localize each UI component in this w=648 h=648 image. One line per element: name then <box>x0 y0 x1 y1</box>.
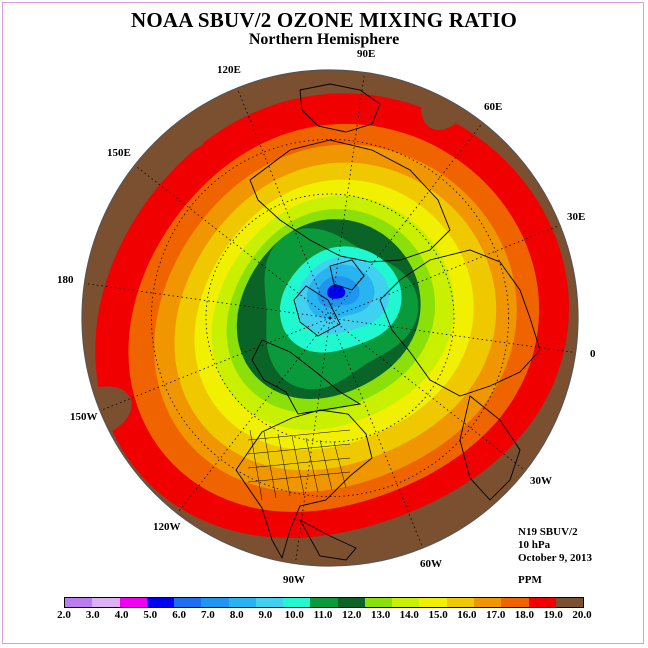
colorbar-ticks: 2.0 3.0 4.0 5.0 6.0 7.0 8.0 9.0 10.0 11.0 12.0 13.0… <box>57 609 592 623</box>
colorbar-tick-label: 6.0 <box>172 609 186 621</box>
longitude-label: 120W <box>153 521 181 533</box>
colorbar-tick-label: 18.0 <box>514 609 535 621</box>
colorbar-tick-label: 14.0 <box>399 609 419 621</box>
units-label: PPM <box>518 574 542 586</box>
band-fill <box>327 284 346 299</box>
colorbar-tick-label: 8.0 <box>229 609 244 621</box>
colorbar-tick-label: 17.0 <box>486 609 506 621</box>
date-label: October 9, 2013 <box>518 552 593 564</box>
page-title: NOAA SBUV/2 OZONE MIXING RATIO <box>131 8 517 32</box>
colorbar-swatch <box>501 598 529 607</box>
colorbar-swatch <box>283 598 311 607</box>
longitude-label: 90W <box>283 574 305 586</box>
colorbar-swatch <box>419 598 447 607</box>
longitude-label: 60W <box>420 558 442 570</box>
colorbar-tick-label: 10.0 <box>284 609 304 621</box>
longitude-label: 180 <box>57 274 74 286</box>
longitude-label: 150W <box>70 411 98 423</box>
colorbar-tick-label: 5.0 <box>143 609 158 621</box>
colorbar-swatch <box>473 598 502 607</box>
colorbar-tick-label: 2.0 <box>57 609 71 621</box>
longitude-label: 60E <box>484 101 503 113</box>
colorbar-swatch <box>92 598 120 607</box>
colorbar-tick-label: 13.0 <box>370 609 391 621</box>
longitude-label: 30W <box>530 475 552 487</box>
colorbar-swatch <box>146 598 175 607</box>
longitude-label: 0 <box>590 348 596 360</box>
longitude-label: 150E <box>107 147 131 159</box>
graticule <box>84 72 576 564</box>
colorbar-swatch <box>310 598 338 607</box>
map-info: N19 SBUV/2 10 hPa October 9, 2013 <box>518 526 592 565</box>
longitude-label: 90E <box>357 48 376 60</box>
colorbar-swatch <box>364 598 393 607</box>
colorbar-swatch <box>255 598 284 607</box>
colorbar-tick-label: 4.0 <box>114 609 129 621</box>
colorbar-swatch <box>446 598 474 607</box>
colorbar-tick-label: 20.0 <box>572 609 592 621</box>
colorbar-tick-label: 12.0 <box>342 609 362 621</box>
colorbar-swatch <box>337 598 365 607</box>
colorbar-swatch <box>392 598 420 607</box>
colorbar-swatch <box>119 598 147 607</box>
map-rim <box>81 69 579 567</box>
colorbar-tick-label: 16.0 <box>457 609 477 621</box>
colorbar-tick-label: 19.0 <box>543 609 563 621</box>
colorbar-swatch <box>528 598 556 607</box>
colorbar-swatch <box>65 598 93 607</box>
coastlines <box>235 83 541 561</box>
satellite-label: N19 SBUV/2 <box>518 526 578 538</box>
colorbar-tick-label: 11.0 <box>313 609 333 621</box>
state-boundaries <box>247 429 351 501</box>
colorbar-swatch <box>228 598 256 607</box>
page-subtitle: Northern Hemisphere <box>248 31 400 48</box>
colorbar-swatch <box>174 598 202 607</box>
longitude-label: 30E <box>567 211 586 223</box>
colorbar-swatch <box>555 598 584 607</box>
longitude-label: 120E <box>217 64 241 76</box>
pressure-level-label: 10 hPa <box>518 539 551 551</box>
colorbar-tick-label: 7.0 <box>201 609 215 621</box>
colorbar <box>64 597 584 608</box>
colorbar-swatch <box>201 598 229 607</box>
colorbar-tick-label: 3.0 <box>85 609 100 621</box>
colorbar-tick-label: 9.0 <box>258 609 273 621</box>
colorbar-tick-label: 15.0 <box>428 609 448 621</box>
